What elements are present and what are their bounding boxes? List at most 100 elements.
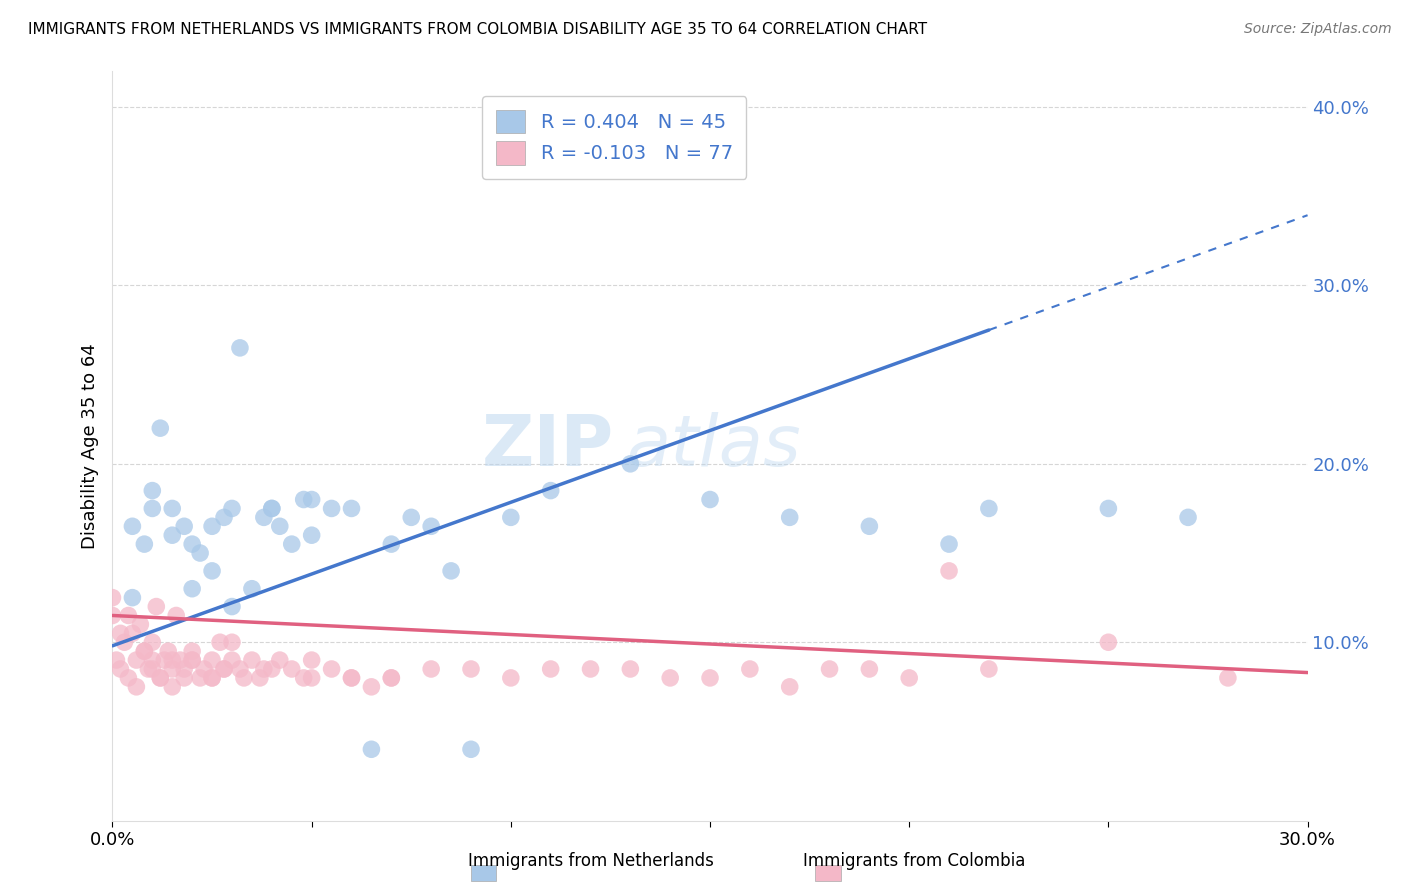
Point	[153, 653, 176, 667]
Point	[193, 662, 215, 676]
Point	[114, 635, 135, 649]
Point	[221, 653, 243, 667]
Point	[938, 537, 960, 551]
Point	[145, 599, 167, 614]
Point	[121, 519, 143, 533]
Point	[212, 662, 235, 676]
Point	[141, 653, 163, 667]
Point	[301, 671, 323, 685]
Text: Source: ZipAtlas.com: Source: ZipAtlas.com	[1244, 22, 1392, 37]
Point	[281, 537, 304, 551]
Point	[340, 501, 363, 516]
Point	[779, 510, 801, 524]
Point	[1177, 510, 1199, 524]
Point	[360, 742, 382, 756]
Point	[105, 653, 128, 667]
Point	[188, 671, 211, 685]
Point	[141, 635, 163, 649]
Point	[162, 662, 183, 676]
Point	[117, 608, 139, 623]
Point	[138, 662, 160, 676]
Point	[380, 537, 402, 551]
Point	[1097, 501, 1119, 516]
Point	[249, 671, 271, 685]
Point	[977, 501, 1000, 516]
Point	[659, 671, 682, 685]
Point	[619, 662, 641, 676]
Point	[1097, 635, 1119, 649]
Point	[201, 671, 224, 685]
Point	[212, 510, 235, 524]
Point	[165, 608, 187, 623]
Point	[818, 662, 841, 676]
Point	[125, 653, 148, 667]
Point	[149, 671, 172, 685]
Point	[253, 662, 276, 676]
Point	[134, 644, 156, 658]
Point	[340, 671, 363, 685]
Point	[858, 519, 880, 533]
Point	[360, 680, 382, 694]
Point	[499, 510, 522, 524]
Y-axis label: Disability Age 35 to 64: Disability Age 35 to 64	[80, 343, 98, 549]
Point	[321, 662, 343, 676]
Point	[420, 519, 443, 533]
Point	[540, 483, 562, 498]
Point	[157, 644, 180, 658]
Point	[149, 421, 172, 435]
Point	[499, 671, 522, 685]
Point	[173, 671, 195, 685]
Point	[134, 644, 156, 658]
Point	[260, 501, 283, 516]
Point	[188, 546, 211, 560]
Point	[301, 492, 323, 507]
Point	[229, 341, 252, 355]
Point	[221, 501, 243, 516]
Point	[125, 680, 148, 694]
Point	[292, 492, 315, 507]
Point	[269, 653, 291, 667]
Point	[380, 671, 402, 685]
Point	[240, 582, 263, 596]
Point	[540, 662, 562, 676]
Point	[233, 671, 256, 685]
Point	[340, 671, 363, 685]
Point	[579, 662, 602, 676]
Point	[134, 537, 156, 551]
Point	[699, 671, 721, 685]
Point	[162, 653, 183, 667]
Point	[301, 653, 323, 667]
Point	[181, 582, 204, 596]
Text: IMMIGRANTS FROM NETHERLANDS VS IMMIGRANTS FROM COLOMBIA DISABILITY AGE 35 TO 64 : IMMIGRANTS FROM NETHERLANDS VS IMMIGRANT…	[28, 22, 927, 37]
Point	[181, 653, 204, 667]
Point	[858, 662, 880, 676]
Point	[738, 662, 761, 676]
Point	[101, 608, 124, 623]
Point	[898, 671, 921, 685]
Point	[110, 626, 132, 640]
Point	[101, 591, 124, 605]
Point	[173, 519, 195, 533]
Point	[162, 501, 183, 516]
Point	[201, 653, 224, 667]
Text: atlas: atlas	[627, 411, 801, 481]
Point	[209, 635, 232, 649]
Point	[460, 662, 482, 676]
Point	[162, 680, 183, 694]
Point	[269, 519, 291, 533]
Point	[260, 662, 283, 676]
Point	[110, 662, 132, 676]
Point	[229, 662, 252, 676]
Point	[181, 653, 204, 667]
Point	[260, 501, 283, 516]
Point	[401, 510, 423, 524]
Point	[253, 510, 276, 524]
Point	[201, 564, 224, 578]
Point	[460, 742, 482, 756]
Point	[240, 653, 263, 667]
Point	[420, 662, 443, 676]
Point	[121, 591, 143, 605]
Text: ZIP: ZIP	[482, 411, 614, 481]
Point	[169, 653, 191, 667]
Point	[440, 564, 463, 578]
